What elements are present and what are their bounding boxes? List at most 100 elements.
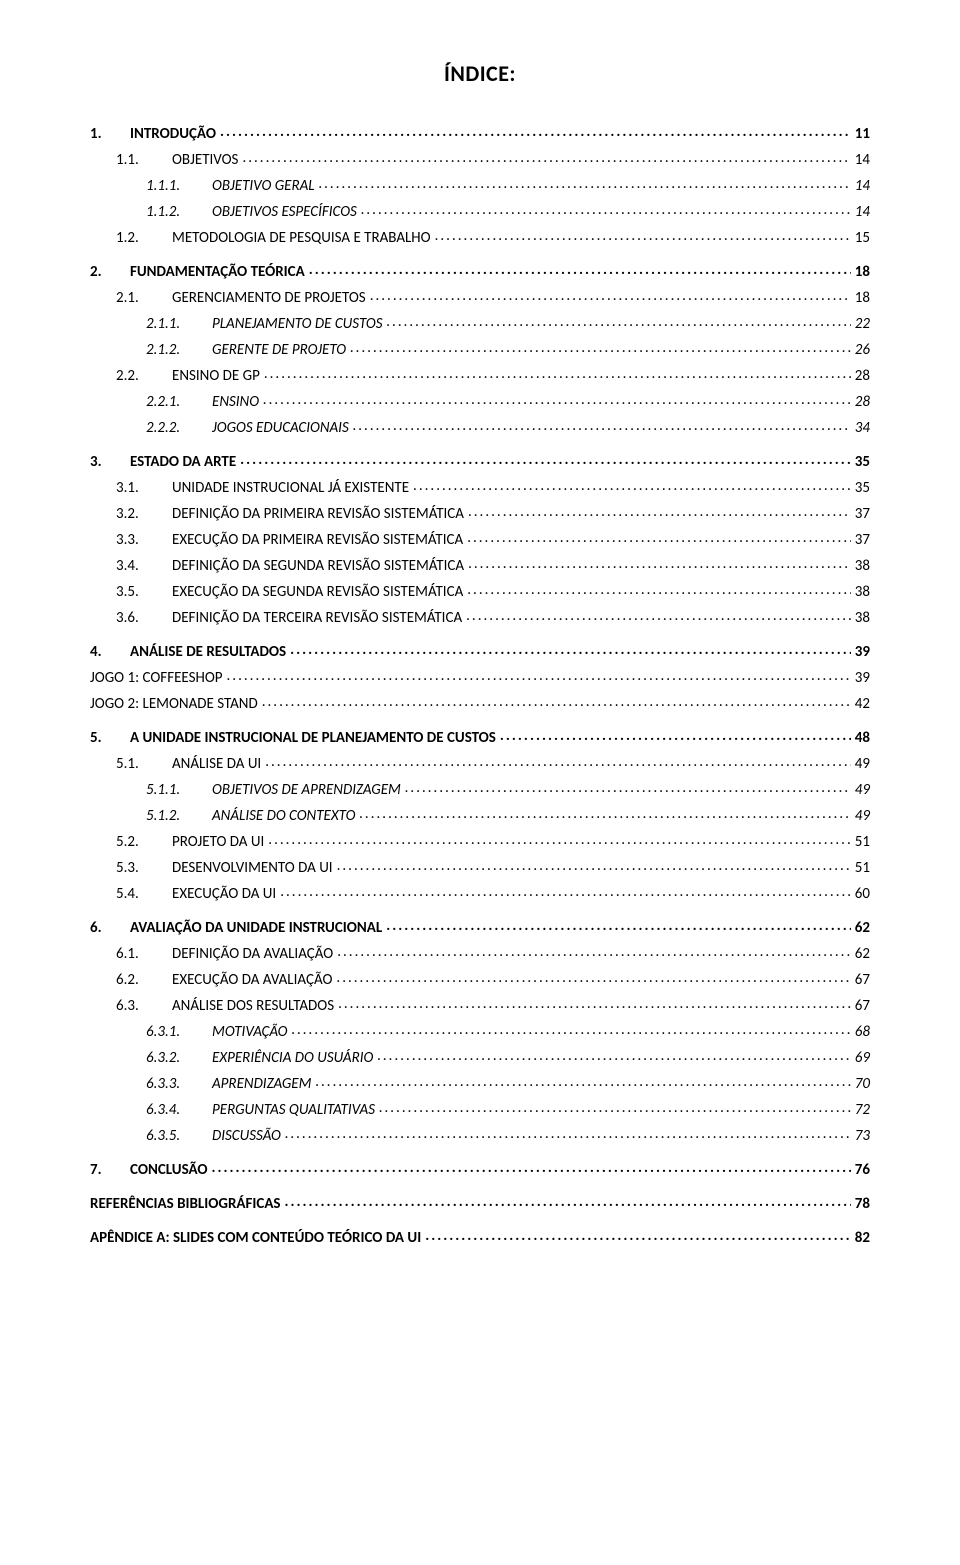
toc-entry: 1.1.OBJETIVOS14 [116, 149, 870, 169]
toc-entry-number: 6.3.5. [146, 1127, 198, 1145]
toc-leader-dots [262, 693, 851, 708]
toc-leader-dots [467, 529, 851, 544]
toc-entry: 3.1.UNIDADE INSTRUCIONAL JÁ EXISTENTE35 [116, 477, 870, 497]
toc-entry-label: ENSINO DE GP [172, 367, 260, 385]
toc-entry: JOGO 2: LEMONADE STAND42 [90, 693, 870, 713]
toc-entry: JOGO 1: COFFEESHOP 39 [90, 667, 870, 687]
toc-entry: 5.3. DESENVOLVIMENTO DA UI 51 [116, 857, 870, 877]
toc-entry-page: 67 [855, 997, 870, 1015]
toc-leader-dots [220, 123, 851, 138]
toc-entry-page: 35 [855, 479, 870, 497]
toc-entry-page: 69 [855, 1049, 870, 1067]
toc-entry-number: 5.3. [116, 859, 158, 877]
toc-entry-label: ANÁLISE DO CONTEXTO [212, 807, 355, 825]
toc-entry: 1.1.2.OBJETIVOS ESPECÍFICOS14 [146, 201, 870, 221]
toc-entry-number: 3.4. [116, 557, 158, 575]
toc-entry: 2.1.2.GERENTE DE PROJETO26 [146, 339, 870, 359]
toc-entry-number: 6. [90, 919, 116, 937]
toc-entry-label: DESENVOLVIMENTO DA UI [172, 859, 333, 877]
toc-entry-label: JOGO 1: COFFEESHOP [90, 669, 223, 687]
toc-entry-number: 5. [90, 729, 116, 747]
toc-leader-dots [359, 805, 850, 820]
toc-entry-number: 2.1. [116, 289, 158, 307]
toc-entry-number: 2.2.2. [146, 419, 198, 437]
toc-entry-page: 14 [855, 177, 870, 195]
toc-entry: 3.ESTADO DA ARTE35 [90, 451, 870, 471]
toc-leader-dots [319, 175, 851, 190]
toc-leader-dots [264, 365, 851, 380]
toc-leader-dots [425, 1227, 851, 1242]
toc-entry-label: ANÁLISE DE RESULTADOS [130, 643, 286, 661]
toc-entry: REFERÊNCIAS BIBLIOGRÁFICAS78 [90, 1193, 870, 1213]
toc-entry-page: 39 [855, 669, 870, 687]
toc-entry: 6.3.5.DISCUSSÃO73 [146, 1125, 870, 1145]
toc-leader-dots [265, 753, 851, 768]
toc-entry-label: DEFINIÇÃO DA SEGUNDA REVISÃO SISTEMÁTICA [172, 557, 464, 575]
toc-entry-number: 6.3.1. [146, 1023, 198, 1041]
toc-leader-dots [466, 607, 851, 622]
toc-entry: 2.1. GERENCIAMENTO DE PROJETOS 18 [116, 287, 870, 307]
toc-leader-dots [290, 641, 851, 656]
toc-entry-page: 49 [855, 781, 870, 799]
toc-entry-page: 14 [855, 151, 870, 169]
toc-entry-label: EXPERIÊNCIA DO USUÁRIO [212, 1049, 373, 1067]
toc-entry-page: 82 [855, 1229, 870, 1247]
toc-entry: 2.2.2.JOGOS EDUCACIONAIS34 [146, 417, 870, 437]
toc-entry-page: 38 [855, 557, 870, 575]
toc-entry-number: 6.3.2. [146, 1049, 198, 1067]
toc-entry-number: 6.3.4. [146, 1101, 198, 1119]
toc-entry-number: 5.1.2. [146, 807, 198, 825]
toc-entry: 7.CONCLUSÃO76 [90, 1159, 870, 1179]
toc-entry-page: 48 [855, 729, 870, 747]
toc-entry-label: METODOLOGIA DE PESQUISA E TRABALHO [172, 229, 431, 247]
toc-entry-label: DISCUSSÃO [212, 1127, 281, 1145]
toc-leader-dots [370, 287, 851, 302]
toc-entry-label: AVALIAÇÃO DA UNIDADE INSTRUCIONAL [130, 919, 382, 937]
toc-entry-page: 35 [855, 453, 870, 471]
toc-leader-dots [379, 1099, 851, 1114]
toc-entry-page: 68 [855, 1023, 870, 1041]
toc-leader-dots [377, 1047, 850, 1062]
toc-entry-page: 18 [855, 289, 870, 307]
toc-leader-dots [263, 391, 851, 406]
toc-entry: 5.1.1.OBJETIVOS DE APRENDIZAGEM49 [146, 779, 870, 799]
toc-entry: 2.FUNDAMENTAÇÃO TEÓRICA18 [90, 261, 870, 281]
toc-entry: 6.1.DEFINIÇÃO DA AVALIAÇÃO62 [116, 943, 870, 963]
toc-entry: 1.INTRODUÇÃO11 [90, 123, 870, 143]
toc-entry-page: 37 [855, 505, 870, 523]
toc-entry-label: PLANEJAMENTO DE CUSTOS [212, 315, 383, 333]
toc-entry-page: 76 [855, 1161, 870, 1179]
toc-entry-number: 5.1. [116, 755, 158, 773]
toc-entry-page: 62 [855, 945, 870, 963]
toc-entry-label: REFERÊNCIAS BIBLIOGRÁFICAS [90, 1195, 281, 1213]
toc-entry-number: 3.5. [116, 583, 158, 601]
toc-leader-dots [337, 857, 851, 872]
toc-entry: 5.1.ANÁLISE DA UI49 [116, 753, 870, 773]
toc-entry-number: 7. [90, 1161, 116, 1179]
toc-entry-page: 42 [855, 695, 870, 713]
toc-entry-label: OBJETIVO GERAL [212, 177, 315, 195]
toc-entry: 3.5.EXECUÇÃO DA SEGUNDA REVISÃO SISTEMÁT… [116, 581, 870, 601]
toc-leader-dots [242, 149, 850, 164]
toc-entry-page: 51 [855, 833, 870, 851]
toc-leader-dots [291, 1021, 850, 1036]
toc-entry-label: OBJETIVOS ESPECÍFICOS [212, 203, 357, 221]
toc-entry: 2.1.1.PLANEJAMENTO DE CUSTOS22 [146, 313, 870, 333]
toc-leader-dots [285, 1125, 851, 1140]
toc-entry-number: 3.3. [116, 531, 158, 549]
table-of-contents: 1.INTRODUÇÃO111.1.OBJETIVOS141.1.1.OBJET… [90, 123, 870, 1247]
toc-leader-dots [361, 201, 851, 216]
toc-entry-number: 2.1.2. [146, 341, 198, 359]
toc-entry-label: ENSINO [212, 393, 259, 411]
toc-entry: 1.2.METODOLOGIA DE PESQUISA E TRABALHO15 [116, 227, 870, 247]
toc-entry-label: GERENCIAMENTO DE PROJETOS [172, 289, 366, 307]
toc-entry: 3.3.EXECUÇÃO DA PRIMEIRA REVISÃO SISTEMÁ… [116, 529, 870, 549]
toc-entry-label: PROJETO DA UI [172, 833, 264, 851]
toc-entry: 3.4. DEFINIÇÃO DA SEGUNDA REVISÃO SISTEMÁ… [116, 555, 870, 575]
toc-entry-label: ESTADO DA ARTE [130, 453, 236, 471]
toc-entry-label: DEFINIÇÃO DA PRIMEIRA REVISÃO SISTEMÁTIC… [172, 505, 464, 523]
toc-entry-page: 49 [855, 807, 870, 825]
toc-entry-page: 26 [855, 341, 870, 359]
toc-entry-page: 51 [855, 859, 870, 877]
toc-entry-label: ANÁLISE DA UI [172, 755, 261, 773]
